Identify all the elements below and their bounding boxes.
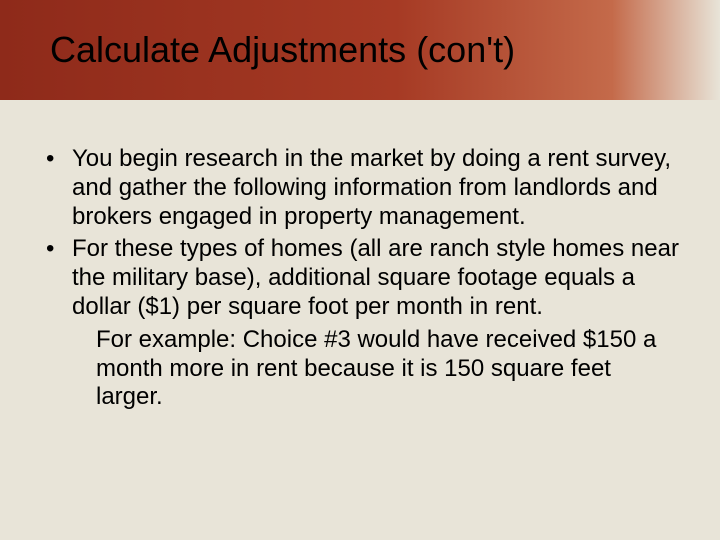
slide-title: Calculate Adjustments (con't) — [50, 29, 515, 71]
bullet-list: You begin research in the market by doin… — [40, 145, 680, 322]
bullet-subtext: For example: Choice #3 would have receiv… — [40, 326, 680, 412]
title-bar: Calculate Adjustments (con't) — [0, 0, 720, 100]
slide-content: You begin research in the market by doin… — [0, 100, 720, 412]
bullet-item: For these types of homes (all are ranch … — [40, 235, 680, 321]
bullet-item: You begin research in the market by doin… — [40, 145, 680, 231]
